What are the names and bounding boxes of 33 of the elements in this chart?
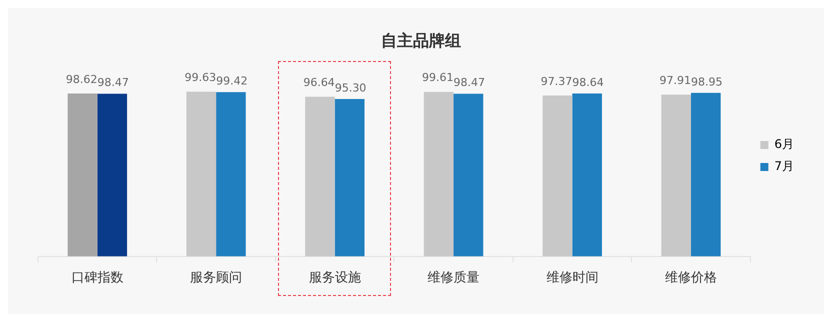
data-label: 98.47 xyxy=(454,76,486,90)
data-label: 99.63 xyxy=(184,71,216,84)
data-label: 98.47 xyxy=(97,76,129,90)
x-tick-label: 维修价格 xyxy=(665,270,717,286)
x-tick-label: 维修质量 xyxy=(428,270,480,286)
bar xyxy=(334,98,364,256)
data-label: 96.64 xyxy=(303,76,335,90)
bar xyxy=(97,94,128,256)
bar xyxy=(68,93,98,256)
data-label: 99.61 xyxy=(422,71,454,84)
data-label: 98.62 xyxy=(66,72,98,86)
bar xyxy=(424,92,454,256)
chart-title: 自主品牌组 xyxy=(381,30,461,50)
bar xyxy=(542,96,572,256)
bar xyxy=(454,94,484,256)
x-tick-label: 口碑指数 xyxy=(71,270,124,286)
data-label: 97.91 xyxy=(660,74,691,88)
bar xyxy=(661,94,691,256)
x-tick-label: 维修时间 xyxy=(546,270,598,286)
data-label: 98.64 xyxy=(572,76,604,89)
x-tick-label: 服务设施 xyxy=(308,270,361,286)
data-label: 97.37 xyxy=(540,74,572,88)
legend-label: 6月 xyxy=(774,137,794,152)
bar xyxy=(216,92,246,256)
bar xyxy=(305,96,335,256)
data-label: 98.95 xyxy=(691,75,722,88)
x-tick-label: 服务顾问 xyxy=(190,270,242,286)
legend-label: 7月 xyxy=(774,159,794,174)
bar xyxy=(691,92,721,256)
data-label: 95.30 xyxy=(334,81,366,94)
data-label: 99.42 xyxy=(216,74,248,88)
bar xyxy=(572,93,602,256)
bar xyxy=(186,92,216,256)
